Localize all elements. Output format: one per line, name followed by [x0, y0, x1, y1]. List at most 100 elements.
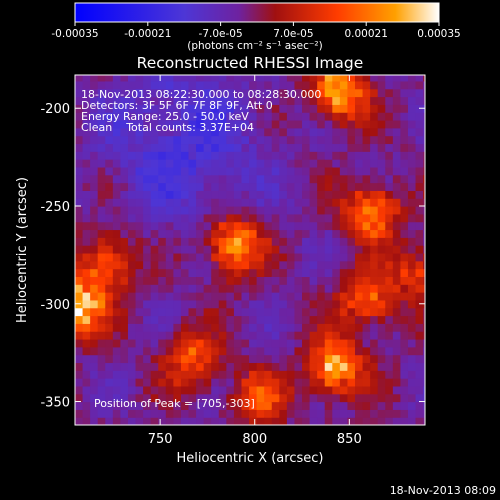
heatmap-cell: [355, 119, 364, 129]
heatmap-cell: [143, 104, 152, 113]
heatmap-cell: [385, 166, 394, 176]
heatmap-cell: [180, 151, 190, 160]
heatmap-cell: [112, 190, 122, 199]
heatmap-cell: [165, 80, 174, 90]
heatmap-cell: [392, 378, 402, 387]
heatmap-cell: [339, 159, 349, 168]
heatmap-cell: [188, 96, 197, 105]
heatmap-cell: [339, 292, 349, 301]
heatmap-cell: [407, 409, 417, 418]
heatmap-cell: [165, 143, 174, 152]
heatmap-cell: [203, 346, 212, 356]
heatmap-cell: [385, 174, 394, 184]
heatmap-cell: [407, 362, 417, 371]
heatmap-cell: [339, 354, 349, 364]
heatmap-cell: [226, 221, 235, 231]
heatmap-cell: [355, 88, 364, 98]
heatmap-cell: [105, 346, 114, 356]
heatmap-cell: [127, 354, 137, 364]
heatmap-cell: [377, 276, 386, 285]
heatmap-cell: [339, 206, 349, 215]
heatmap-cell: [355, 370, 364, 379]
heatmap-cell: [165, 315, 174, 324]
heatmap-cell: [324, 213, 333, 223]
heatmap-cell: [309, 104, 318, 113]
heatmap-cell: [377, 88, 386, 98]
heatmap-cell: [271, 96, 280, 105]
heatmap-cell: [309, 307, 318, 317]
heatmap-cell: [233, 252, 243, 262]
heatmap-cell: [211, 143, 220, 152]
heatmap-cell: [332, 260, 341, 270]
heatmap-cell: [150, 307, 159, 317]
heatmap-cell: [127, 338, 137, 348]
heatmap-cell: [339, 378, 349, 387]
heatmap-cell: [90, 260, 99, 270]
heatmap-cell: [286, 323, 296, 332]
heatmap-cell: [135, 354, 144, 364]
heatmap-cell: [355, 245, 364, 254]
heatmap-cell: [75, 229, 84, 238]
heatmap-cell: [226, 166, 235, 176]
heatmap-cell: [75, 370, 84, 379]
heatmap-cell: [127, 346, 137, 356]
heatmap-cell: [339, 237, 349, 246]
heatmap-cell: [135, 143, 144, 152]
heatmap-cell: [143, 307, 152, 317]
heatmap-cell: [180, 80, 190, 90]
heatmap-cell: [158, 221, 167, 231]
heatmap-cell: [407, 417, 417, 425]
heatmap-cell: [112, 237, 122, 246]
heatmap-cell: [294, 166, 303, 176]
heatmap-cell: [324, 104, 333, 113]
heatmap-cell: [112, 276, 122, 285]
heatmap-cell: [218, 96, 227, 105]
heatmap-cell: [150, 331, 159, 340]
heatmap-cell: [112, 268, 122, 277]
heatmap-cell: [188, 315, 197, 324]
heatmap-cell: [264, 75, 273, 82]
heatmap-cell: [203, 166, 212, 176]
heatmap-cell: [385, 75, 394, 82]
heatmap-cell: [97, 385, 106, 395]
heatmap-cell: [127, 362, 137, 371]
heatmap-cell: [112, 221, 122, 231]
heatmap-cell: [339, 362, 349, 371]
heatmap-cell: [143, 182, 152, 191]
heatmap-cell: [233, 143, 243, 152]
heatmap-cell: [97, 315, 106, 324]
heatmap-cell: [302, 112, 311, 121]
heatmap-cell: [241, 127, 250, 137]
heatmap-cell: [332, 338, 341, 348]
heatmap-cell: [347, 417, 356, 425]
heatmap-cell: [112, 378, 122, 387]
heatmap-cell: [294, 276, 303, 285]
heatmap-cell: [120, 75, 129, 82]
heatmap-cell: [211, 292, 220, 301]
heatmap-cell: [158, 268, 167, 277]
heatmap-cell: [362, 417, 371, 425]
heatmap-cell: [339, 213, 349, 223]
heatmap-cell: [400, 284, 409, 293]
heatmap-cell: [173, 190, 182, 199]
heatmap-cell: [165, 338, 174, 348]
heatmap-cell: [218, 323, 227, 332]
heatmap-cell: [188, 206, 197, 215]
heatmap-cell: [218, 198, 227, 207]
heatmap-cell: [279, 166, 288, 176]
heatmap-cell: [127, 370, 137, 379]
heatmap-cell: [82, 229, 91, 238]
heatmap-cell: [165, 206, 174, 215]
heatmap-cell: [135, 393, 144, 403]
heatmap-cell: [196, 213, 205, 223]
heatmap-cell: [241, 385, 250, 395]
heatmap-cell: [226, 151, 235, 160]
heatmap-cell: [392, 143, 402, 152]
heatmap-cell: [355, 284, 364, 293]
heatmap-cell: [196, 151, 205, 160]
heatmap-cell: [97, 268, 106, 277]
heatmap-cell: [75, 393, 84, 403]
heatmap-cell: [324, 307, 333, 317]
heatmap-cell: [256, 143, 265, 152]
heatmap-cell: [332, 112, 341, 121]
